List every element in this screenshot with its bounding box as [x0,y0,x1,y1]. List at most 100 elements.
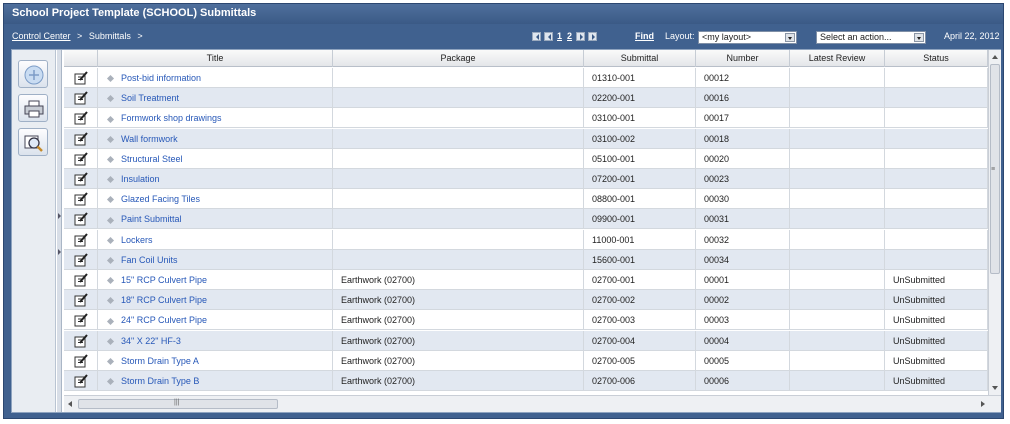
header-package[interactable]: Package [333,50,584,67]
submittal-title-link[interactable]: 34" X 22" HF-3 [98,330,333,351]
title-text[interactable]: Post-bid information [121,73,202,83]
edit-icon[interactable] [64,290,98,311]
edit-icon[interactable] [64,350,98,371]
title-text[interactable]: Wall formwork [121,133,178,144]
cell-submittal: 03100-002 [584,128,696,149]
edit-icon[interactable] [64,229,98,250]
title-text[interactable]: 18" RCP Culvert Pipe [121,295,208,306]
edit-icon[interactable] [64,169,98,189]
scroll-right-icon[interactable] [981,401,985,407]
header-title[interactable]: Title [98,50,333,67]
horizontal-scroll-thumb[interactable] [78,399,278,409]
edit-icon[interactable] [64,88,98,109]
scroll-left-icon[interactable] [68,401,72,407]
title-text[interactable]: Paint Submittal [121,214,182,225]
submittal-title-link[interactable]: Wall formwork [98,128,333,149]
header-latest-review[interactable]: Latest Review [790,50,885,67]
title-text[interactable]: Storm Drain Type B [121,376,200,386]
table-row[interactable]: 24" RCP Culvert Pipe Earthwork (02700) 027… [64,310,988,331]
print-preview-button[interactable] [18,128,48,156]
edit-icon[interactable] [64,330,98,351]
find-link[interactable]: Find [635,31,654,41]
title-text[interactable]: Lockers [121,234,153,245]
edit-icon[interactable] [64,270,98,290]
edit-icon[interactable] [64,371,98,391]
title-text[interactable]: 34" X 22" HF-3 [121,335,181,346]
vertical-scroll-thumb[interactable] [990,64,1000,274]
title-text[interactable]: Glazed Facing Tiles [121,194,201,205]
edit-icon[interactable] [64,128,98,149]
print-button[interactable] [18,94,48,122]
table-row[interactable]: 34" X 22" HF-3 Earthwork (02700) 02700-004… [64,330,988,351]
title-text[interactable]: Soil Treatment [121,93,180,104]
title-text[interactable]: 15" RCP Culvert Pipe [121,275,208,285]
header-status[interactable]: Status [885,50,988,67]
add-button[interactable] [18,60,48,88]
title-text[interactable]: Fan Coil Units [121,254,178,265]
table-row[interactable]: Wall formwork 03100-002 00018 [64,128,988,149]
table-row[interactable]: Formwork shop drawings 03100-001 00017 [64,108,988,129]
table-row[interactable]: Lockers 11000-001 00032 [64,229,988,250]
submittal-title-link[interactable]: 24" RCP Culvert Pipe [98,310,333,331]
table-row[interactable]: Paint Submittal 09900-001 00031 [64,209,988,230]
table-row[interactable]: Insulation 07200-001 00023 [64,169,988,189]
submittal-title-link[interactable]: Paint Submittal [98,209,333,230]
submittal-title-link[interactable]: Fan Coil Units [98,249,333,270]
chevron-down-icon[interactable] [914,33,924,42]
edit-icon[interactable] [64,108,98,129]
header-number[interactable]: Number [696,50,790,67]
first-page-button[interactable] [532,31,541,41]
prev-page-button[interactable] [544,31,553,41]
next-page-button[interactable] [576,31,586,41]
table-row[interactable]: Structural Steel 05100-001 00020 [64,148,988,169]
breadcrumb-menu[interactable]: > [137,31,143,41]
title-text[interactable]: Structural Steel [121,153,183,164]
table-row[interactable]: Glazed Facing Tiles 08800-001 00030 [64,189,988,210]
chevron-down-icon[interactable] [785,33,795,42]
breadcrumb-control-center[interactable]: Control Center [12,31,71,41]
edit-icon[interactable] [64,310,98,331]
submittal-title-link[interactable]: Soil Treatment [98,88,333,109]
header-submittal[interactable]: Submittal [584,50,696,67]
horizontal-scrollbar[interactable]: ||| [64,395,1001,412]
title-text[interactable]: Storm Drain Type A [121,355,199,366]
submittal-title-link[interactable]: Post-bid information [98,68,333,88]
edit-icon[interactable] [64,189,98,210]
table-row[interactable]: Soil Treatment 02200-001 00016 [64,88,988,109]
expand-arrow-icon[interactable] [58,249,61,255]
edit-icon[interactable] [64,68,98,88]
expand-arrow-icon[interactable] [58,213,61,219]
submittal-title-link[interactable]: Lockers [98,229,333,250]
submittal-title-link[interactable]: Storm Drain Type B [98,371,333,391]
submittal-title-link[interactable]: Glazed Facing Tiles [98,189,333,210]
edit-icon[interactable] [64,249,98,270]
table-row[interactable]: Fan Coil Units 15600-001 00034 [64,249,988,270]
table-row[interactable]: Post-bid information 01310-001 00012 [64,68,988,88]
panel-splitter[interactable] [57,50,62,412]
title-text[interactable]: Formwork shop drawings [121,113,222,124]
submittal-title-link[interactable]: 15" RCP Culvert Pipe [98,270,333,290]
submittal-title-link[interactable]: 18" RCP Culvert Pipe [98,290,333,311]
scroll-up-icon[interactable] [992,55,998,59]
action-select[interactable]: Select an action... [816,31,926,44]
title-text[interactable]: Insulation [121,174,160,184]
edit-icon[interactable] [64,209,98,230]
submittal-title-link[interactable]: Structural Steel [98,148,333,169]
bullet-icon [106,357,115,365]
cell-number: 00018 [696,128,790,149]
last-page-button[interactable] [588,31,598,41]
vertical-scrollbar[interactable]: ≡ [988,50,1001,395]
table-row[interactable]: Storm Drain Type B Earthwork (02700) 02700… [64,371,988,391]
page-1-link[interactable]: 1 [557,31,563,41]
submittal-title-link[interactable]: Formwork shop drawings [98,108,333,129]
table-row[interactable]: Storm Drain Type A Earthwork (02700) 02700… [64,350,988,371]
table-row[interactable]: 18" RCP Culvert Pipe Earthwork (02700) 027… [64,290,988,311]
scroll-down-icon[interactable] [992,386,998,390]
table-row[interactable]: 15" RCP Culvert Pipe Earthwork (02700) 027… [64,270,988,290]
page-2-link[interactable]: 2 [567,31,573,41]
title-text[interactable]: 24" RCP Culvert Pipe [121,315,208,326]
submittal-title-link[interactable]: Insulation [98,169,333,189]
layout-select[interactable]: <my layout> [698,31,797,44]
edit-icon[interactable] [64,148,98,169]
submittal-title-link[interactable]: Storm Drain Type A [98,350,333,371]
